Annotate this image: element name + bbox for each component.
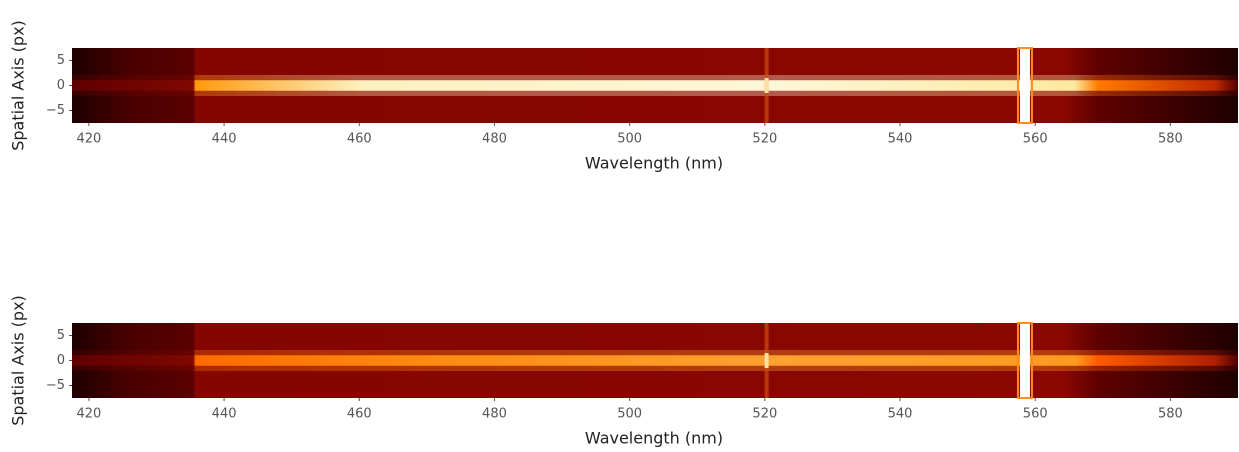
line-557	[1019, 48, 1030, 123]
x-tick-label: 560	[1023, 407, 1048, 422]
x-tick-label: 420	[76, 132, 101, 147]
y-tick-label: 5	[57, 53, 65, 68]
line-520-core	[764, 78, 769, 93]
trace	[72, 355, 1238, 366]
x-tick-label: 460	[347, 132, 372, 147]
x-tick-label: 440	[212, 132, 237, 147]
x-tick-label: 560	[1023, 132, 1048, 147]
x-axis-label: Wavelength (nm)	[585, 154, 723, 173]
spectrum-image	[72, 322, 1238, 399]
y-tick-label: −5	[46, 378, 65, 393]
y-axis-label: Spatial Axis (px)	[9, 20, 28, 151]
y-tick-label: 5	[57, 328, 65, 343]
trace	[72, 80, 1238, 91]
x-tick-label: 580	[1158, 407, 1183, 422]
x-tick-label: 460	[347, 407, 372, 422]
y-tick-label: −5	[46, 103, 65, 118]
x-tick-label: 500	[617, 407, 642, 422]
spectrum-image	[72, 47, 1238, 124]
line-557-edge	[1016, 322, 1033, 399]
x-tick-label: 520	[752, 132, 777, 147]
x-tick-label: 580	[1158, 132, 1183, 147]
y-axis-label: Spatial Axis (px)	[9, 295, 28, 426]
x-tick-label: 500	[617, 132, 642, 147]
y-tick-label: 0	[57, 353, 65, 368]
x-tick-label: 420	[76, 407, 101, 422]
x-tick-label: 540	[888, 407, 913, 422]
line-557-edge	[1016, 47, 1033, 124]
line-557	[1019, 323, 1030, 398]
x-tick-label: 540	[888, 132, 913, 147]
x-tick-label: 520	[752, 407, 777, 422]
y-tick-label: 0	[57, 78, 65, 93]
line-520-core	[764, 353, 769, 368]
x-axis-label: Wavelength (nm)	[585, 429, 723, 448]
x-tick-label: 480	[482, 132, 507, 147]
x-tick-label: 440	[212, 407, 237, 422]
x-tick-label: 480	[482, 407, 507, 422]
